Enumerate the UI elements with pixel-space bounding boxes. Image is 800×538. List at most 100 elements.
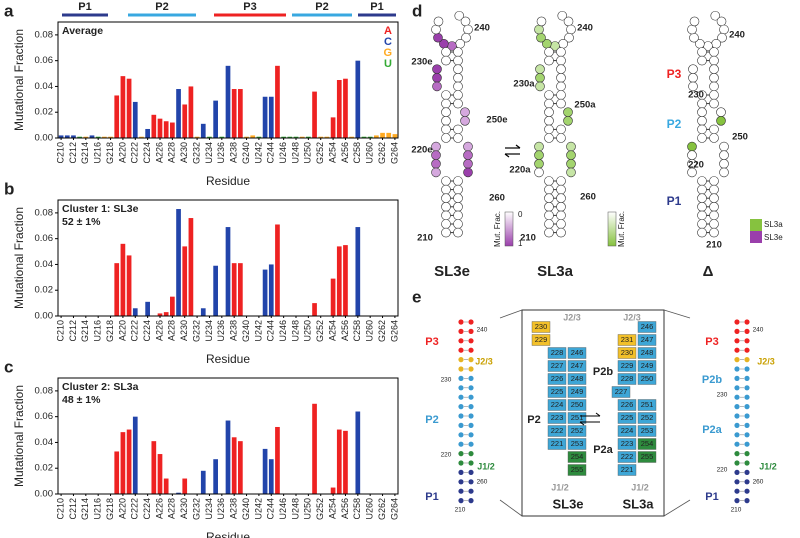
nucleotide [468, 328, 474, 334]
nucleotide [544, 98, 554, 109]
nucleotide [709, 227, 719, 238]
x-tick-label: C224 [142, 320, 152, 342]
cell-label: 227 [551, 361, 564, 370]
nucleotide [468, 404, 474, 410]
y-tick-label: 0.02 [35, 285, 54, 296]
nucleotide [556, 227, 566, 238]
nucleotide [468, 432, 474, 438]
cell [637, 347, 657, 359]
nucleotide [697, 116, 707, 126]
cell [567, 360, 587, 372]
structure-name: SL3e [552, 496, 583, 511]
nucleotide [744, 479, 750, 485]
x-tick-label: U246 [278, 498, 288, 520]
x-tick-label: C224 [142, 142, 152, 164]
residue-number: 240 [474, 23, 490, 34]
x-tick-label: G262 [377, 142, 387, 164]
nucleotide [468, 479, 474, 485]
cell-label: 248 [571, 374, 584, 383]
cell [617, 412, 637, 424]
arrow [579, 421, 585, 426]
bar [145, 128, 150, 138]
nucleotide [734, 498, 740, 504]
x-tick-label: A228 [167, 142, 177, 163]
structure-name: SL3a [537, 263, 574, 280]
bar [182, 246, 188, 316]
x-tick-label: C212 [68, 142, 78, 164]
bar [114, 95, 120, 138]
chart-subtitle: 48 ± 1% [62, 394, 101, 406]
helix-label: P2a [702, 424, 722, 436]
bar [318, 136, 324, 138]
x-tick-label: G214 [80, 142, 90, 164]
structure-name: SL3a [622, 496, 654, 511]
x-tick-label: G232 [191, 142, 201, 164]
x-tick-label: G232 [191, 320, 201, 342]
bar [95, 136, 101, 138]
bar [114, 451, 120, 494]
cell [547, 347, 567, 359]
nucleotide [709, 47, 719, 57]
bar [268, 264, 274, 316]
cell-label: 254 [641, 439, 654, 448]
plot-frame [57, 199, 399, 317]
x-tick-label: G240 [241, 142, 251, 164]
nucleotide [556, 193, 566, 203]
cell [637, 412, 657, 424]
nucleotide [453, 184, 463, 195]
nucleotide [697, 227, 707, 238]
bar [188, 86, 194, 138]
bar [120, 76, 126, 138]
nucleotide [453, 98, 463, 109]
region-label: P2 [315, 1, 328, 13]
x-tick-label: C258 [352, 320, 362, 342]
x-tick-label: C258 [352, 498, 362, 520]
bar [330, 278, 336, 316]
junction-label: J2/3 [757, 356, 775, 366]
cell [617, 334, 637, 346]
nucleotide [709, 124, 719, 135]
bar [343, 245, 348, 316]
y-tick-label: 0.02 [35, 463, 54, 474]
bar [231, 437, 237, 494]
cell-label: 229 [621, 361, 634, 370]
cell [617, 451, 637, 463]
nucleotide [441, 210, 451, 221]
x-axis-label: Residue [206, 174, 250, 188]
cell-label: 225 [551, 387, 564, 396]
y-tick-label: 0.06 [35, 55, 54, 66]
nucleotide [460, 16, 471, 27]
junction-label: J1/2 [477, 461, 495, 471]
bar [170, 122, 175, 138]
x-tick-label: A220 [117, 498, 127, 519]
nucleotide [453, 47, 463, 57]
nucleotide [709, 73, 719, 83]
nucleotide [709, 210, 719, 221]
residue-number: 240 [577, 23, 593, 34]
residue-number: 240 [477, 327, 488, 334]
cell [547, 399, 567, 411]
nucleotide [454, 10, 465, 21]
bar [188, 218, 194, 316]
nucleotide [744, 422, 750, 428]
nucleotide [441, 227, 451, 238]
nucleotide [461, 32, 471, 43]
bar [176, 89, 181, 138]
nucleotide [458, 432, 464, 438]
nucleotide [563, 107, 573, 117]
nucleotide [688, 64, 698, 74]
nucleotide [744, 394, 750, 400]
cell-label: 255 [571, 465, 584, 474]
cell-label: 225 [621, 413, 634, 422]
cell-label: 221 [621, 465, 634, 474]
bar [330, 117, 336, 138]
bar [182, 478, 188, 494]
nucleotide [453, 81, 463, 92]
nucleotide [463, 167, 473, 178]
nucleotide [687, 24, 697, 35]
residue-number: 230 [688, 90, 704, 101]
nucleotide [453, 210, 463, 221]
x-axis-label: Residue [206, 352, 250, 366]
nucleotide [711, 38, 721, 49]
nucleotide [717, 32, 727, 43]
